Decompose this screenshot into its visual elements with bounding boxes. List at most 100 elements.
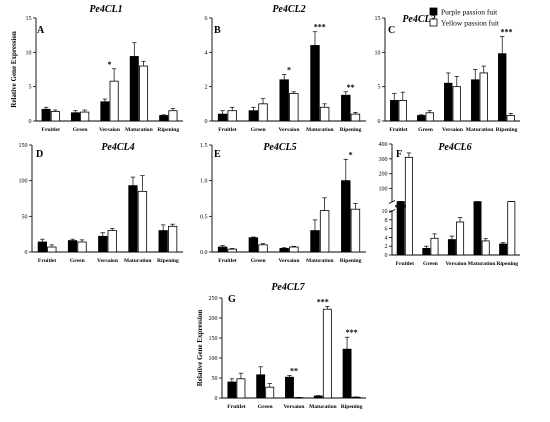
x-tick-label: Versaion [442, 127, 464, 133]
x-tick-label: Green [70, 258, 86, 264]
x-tick-label: Versaion [284, 404, 306, 410]
x-tick-label: Ripening [340, 127, 362, 133]
significance-label: *** [501, 28, 513, 37]
x-tick-label: Fruitlet [38, 258, 56, 264]
x-tick-label: Versaion [99, 127, 121, 133]
bar-g-series1-green [256, 374, 266, 399]
bar-a-series2-versaion [109, 80, 119, 122]
y-tick-label: 0 [215, 396, 218, 402]
bar-g-series2-green [265, 386, 275, 399]
y-tick-label: 100 [19, 179, 28, 185]
bar-g-series1-maturation [313, 395, 323, 399]
bar-d-series2-green [77, 241, 87, 253]
bar-c-series2-versaion [452, 86, 461, 122]
chart-title: Pe4CL7 [271, 282, 305, 293]
y-tick-label: 150 [19, 143, 28, 149]
y-axis-label: Relative Gene Expression [10, 31, 18, 108]
bar-g-series1-fruitlet [227, 381, 237, 399]
y-tick-label: 0 [29, 119, 32, 125]
x-tick-label: Maturation [124, 258, 153, 264]
y-tick-label: 1.0 [200, 179, 208, 185]
panel-letter: D [36, 149, 43, 160]
y-tick-label: 5 [29, 85, 32, 91]
bar-c-series2-maturation [479, 72, 488, 122]
bar-d-series1-versaion [98, 235, 108, 253]
significance-label: * [349, 150, 353, 159]
bar-b-series2-ripening [350, 113, 361, 122]
panel-letter: F [396, 149, 402, 160]
bar-a-series1-fruitlet [41, 108, 51, 122]
y-tick-label: 0 [378, 119, 381, 125]
x-tick-label: Fruitlet [389, 127, 407, 133]
bar-f-series1-ripening [499, 243, 508, 256]
x-tick-label: Ripening [340, 258, 362, 264]
panel-letter: C [388, 25, 395, 36]
bar-b-series1-green [248, 110, 259, 122]
chart-title: Pe4CL6 [438, 142, 471, 153]
bar-b-series1-maturation [310, 45, 320, 122]
bar-c-series1-ripening [498, 53, 507, 122]
x-tick-label: Ripening [157, 258, 179, 264]
y-tick-label: 50 [22, 214, 28, 220]
x-tick-label: Ripening [496, 261, 518, 267]
y-tick-label: 6 [205, 16, 208, 22]
y-tick-label: 2 [385, 244, 388, 250]
significance-label: * [287, 66, 291, 75]
bar-a-series1-versaion [100, 101, 110, 122]
bar-a-series2-fruitlet [50, 110, 60, 122]
x-tick-label: Fruitlet [227, 404, 245, 410]
bar-a-series2-ripening [168, 110, 178, 122]
panel-letter: A [37, 25, 45, 36]
y-tick-label: 15 [26, 16, 32, 22]
bar-c-series2-ripening [506, 115, 515, 122]
chart-title: Pe4CL4 [101, 142, 134, 153]
bar-a-series1-green [70, 112, 80, 122]
x-tick-label: Green [73, 127, 89, 133]
panel-letter: G [228, 294, 236, 305]
bar-f-series1-versaion [447, 239, 456, 256]
x-tick-label: Fruitlet [42, 127, 60, 133]
y-tick-label: 0.5 [200, 214, 208, 220]
x-tick-label: Green [251, 127, 267, 133]
bar-a-series2-green [80, 111, 90, 122]
bar-b-series2-maturation [319, 106, 330, 122]
legend-label: Purple passion fuit [441, 8, 498, 17]
bar-d-series1-ripening [158, 230, 168, 253]
bar-c-series1-maturation [471, 79, 480, 122]
y-tick-label: 4 [385, 235, 388, 241]
chart-title: Pe4CL3 [402, 14, 435, 25]
y-tick-label: 200 [209, 316, 218, 322]
bar-f-series1-green [422, 247, 431, 256]
y-tick-label: 150 [209, 336, 218, 342]
significance-label: ** [290, 367, 298, 376]
bar-a-series2-maturation [138, 65, 149, 122]
significance-label: *** [314, 23, 326, 32]
x-tick-label: Versaion [97, 258, 119, 264]
y-tick-label: 0 [25, 250, 28, 256]
bar-c-series1-green [417, 115, 426, 122]
bar-b-series1-fruitlet [217, 113, 228, 122]
bar-f-series2-green [430, 237, 439, 256]
bar-d-series1-maturation [128, 185, 138, 253]
bar-d-series2-maturation [137, 190, 148, 253]
x-tick-label: Ripening [341, 404, 363, 410]
bar-a-series1-ripening [159, 115, 169, 122]
y-tick-label: 6 [385, 227, 388, 233]
y-tick-label: 1.5 [200, 143, 208, 149]
significance-label: *** [317, 297, 329, 306]
x-tick-label: Fruitlet [396, 261, 414, 267]
x-tick-label: Fruitlet [218, 127, 236, 133]
significance-label: *** [394, 203, 406, 212]
x-tick-label: Maturation [306, 127, 335, 133]
significance-label: *** [346, 328, 358, 337]
x-tick-label: Maturation [125, 127, 154, 133]
bar-e-series1-ripening [341, 180, 351, 253]
bar-g-series1-ripening [342, 348, 352, 399]
x-tick-label: Green [423, 261, 439, 267]
legend-swatch [429, 7, 438, 16]
significance-label: * [108, 60, 112, 69]
bar-d-series1-green [67, 240, 78, 253]
axis-break-mark [388, 200, 396, 204]
bar-g-series1-versaion [285, 376, 294, 399]
y-tick-label: 0 [385, 253, 388, 259]
